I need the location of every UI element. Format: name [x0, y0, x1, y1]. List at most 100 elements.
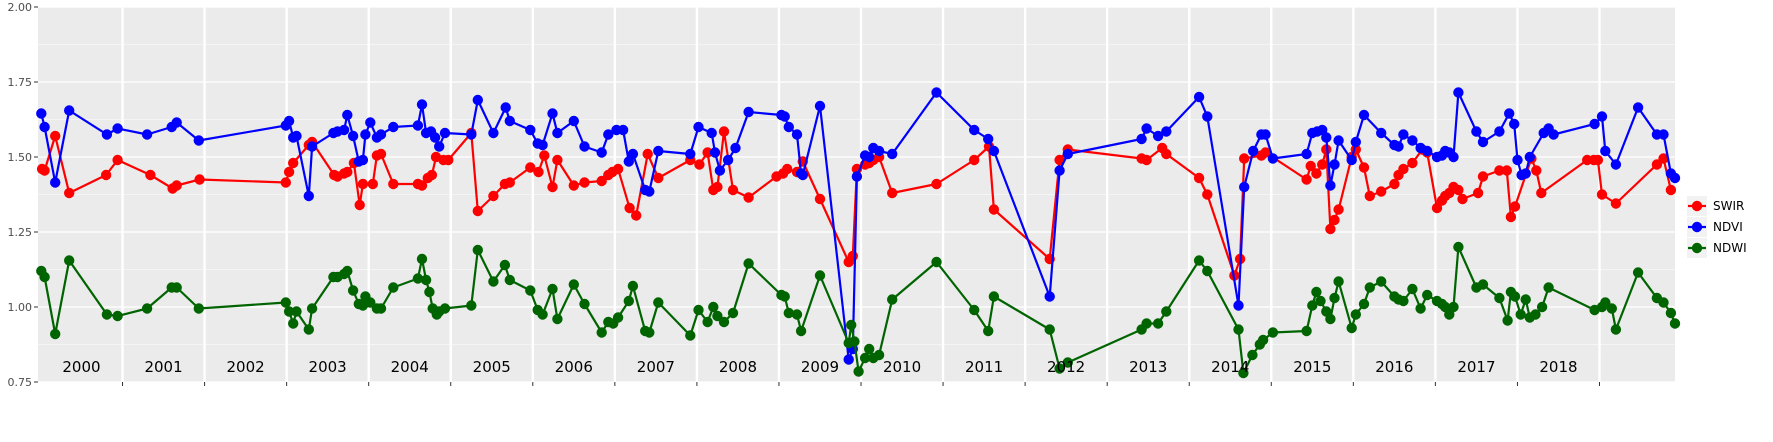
data-point	[39, 271, 50, 283]
data-point	[693, 121, 704, 133]
data-point	[1632, 102, 1644, 113]
data-point	[347, 285, 359, 296]
data-point	[360, 129, 371, 140]
y-axis: 0.75 1.00 1.25 1.50 1.75 2.00	[8, 1, 38, 389]
data-point	[424, 286, 435, 298]
data-point	[141, 129, 153, 140]
data-point	[596, 327, 607, 338]
data-point	[1161, 306, 1172, 317]
data-point	[779, 291, 790, 302]
data-point	[63, 255, 75, 266]
data-point	[1193, 91, 1205, 103]
data-point	[727, 307, 739, 319]
data-point	[612, 163, 624, 175]
data-point	[1321, 132, 1332, 143]
data-point	[1311, 286, 1322, 298]
data-point	[779, 111, 790, 122]
data-point	[1238, 367, 1249, 379]
data-point	[1325, 180, 1336, 191]
y-tick-label: 1.50	[8, 151, 33, 164]
data-point	[552, 127, 563, 139]
data-point	[1471, 126, 1482, 137]
data-point	[931, 178, 942, 190]
year-label: 2007	[637, 358, 675, 376]
data-point	[1407, 157, 1418, 169]
y-tick-label: 0.75	[8, 376, 33, 389]
data-point	[1453, 87, 1464, 98]
data-point	[280, 177, 291, 188]
data-point	[712, 310, 723, 322]
data-point	[931, 87, 942, 98]
data-point	[969, 154, 980, 166]
data-point	[472, 94, 483, 106]
data-point	[718, 126, 730, 137]
data-point	[730, 142, 741, 154]
data-point	[504, 177, 515, 188]
data-point	[354, 199, 365, 211]
data-point	[887, 148, 898, 160]
data-point	[1044, 324, 1055, 335]
data-point	[39, 165, 50, 176]
data-point	[1062, 148, 1074, 160]
data-point	[1260, 129, 1271, 140]
year-label: 2000	[62, 358, 100, 376]
data-point	[1193, 172, 1205, 184]
data-point	[1415, 303, 1426, 314]
data-point	[375, 148, 387, 160]
data-point	[1512, 154, 1523, 166]
year-label: 2011	[965, 358, 1003, 376]
data-point	[624, 202, 635, 214]
data-point	[1606, 303, 1618, 314]
data-point	[846, 319, 857, 331]
data-point	[718, 316, 730, 328]
data-point	[814, 193, 826, 205]
data-point	[1515, 309, 1526, 320]
data-point	[1502, 315, 1513, 326]
data-point	[375, 129, 387, 140]
data-point	[1333, 204, 1344, 215]
data-point	[1325, 313, 1336, 325]
data-point	[1504, 108, 1515, 119]
data-point	[1193, 255, 1205, 266]
data-point	[702, 147, 713, 158]
data-point	[1501, 165, 1513, 176]
data-point	[791, 129, 803, 140]
data-point	[1669, 318, 1681, 329]
data-point	[1600, 145, 1611, 157]
data-point	[1536, 187, 1547, 199]
data-point	[864, 343, 875, 355]
data-point	[1494, 165, 1505, 176]
data-point	[627, 280, 639, 292]
data-point	[1141, 318, 1152, 329]
data-point	[1239, 181, 1250, 193]
data-point	[1389, 178, 1400, 190]
data-point	[864, 151, 875, 163]
data-point	[851, 171, 863, 182]
data-point	[714, 165, 726, 176]
data-point	[50, 328, 61, 340]
data-point	[1477, 279, 1489, 290]
data-point	[412, 273, 424, 284]
data-point	[1658, 129, 1669, 140]
data-point	[887, 187, 898, 199]
legend-item-ndvi: NDVI	[1687, 217, 1743, 237]
data-point	[193, 303, 204, 314]
data-point	[388, 282, 399, 293]
year-label: 2016	[1375, 358, 1413, 376]
data-point	[853, 366, 864, 377]
data-point	[988, 204, 1000, 215]
data-point	[306, 303, 318, 314]
data-point	[795, 325, 807, 337]
year-label: 2008	[719, 358, 757, 376]
data-point	[579, 141, 590, 152]
data-point	[194, 174, 205, 185]
data-point	[472, 244, 483, 256]
data-point	[1329, 214, 1340, 226]
data-point	[1658, 297, 1669, 308]
data-point	[653, 297, 664, 308]
legend-label: SWIR	[1713, 199, 1744, 213]
data-point	[552, 154, 563, 166]
data-point	[983, 325, 994, 337]
data-point	[1044, 291, 1055, 302]
